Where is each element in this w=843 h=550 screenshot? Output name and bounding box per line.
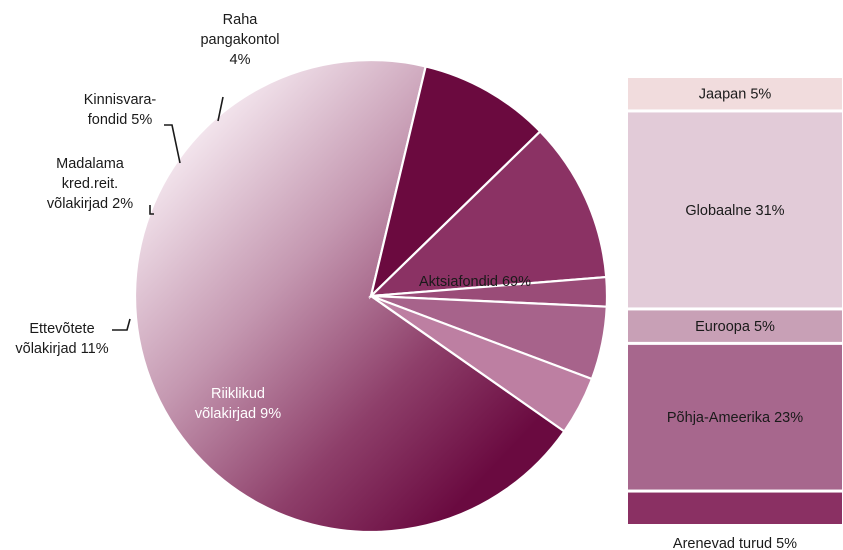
pie-label-5-line-2: 4% <box>230 52 251 68</box>
pie-slice-2 <box>368 129 608 298</box>
bar-label-0: Jaapan 5% <box>699 87 772 103</box>
leader-line-3 <box>149 205 154 215</box>
pie-labels: Aktsiafondid 69% Riiklikud võlakirjad 9% Et… <box>15 12 531 422</box>
pie-label-5-line-1: pangakontol <box>200 32 279 48</box>
pie-chart <box>133 58 609 534</box>
pie-label-0-line-0: Aktsiafondid 69% <box>419 274 531 290</box>
leader-line-5 <box>217 96 224 122</box>
bar-segment-1 <box>628 112 842 308</box>
pie-label-4-line-0: Kinnisvara- <box>84 92 157 108</box>
bar-label-2: Euroopa 5% <box>695 319 775 335</box>
pie-label-3-line-2: võlakirjad 2% <box>47 196 133 212</box>
pie-label-4-line-1: fondid 5% <box>88 112 153 128</box>
pie-label-1-line-0: Riiklikud <box>211 386 265 402</box>
pie-slice-5 <box>370 294 594 433</box>
pie-slice-1 <box>369 65 542 300</box>
bar-label-4: Arenevad turud 5% <box>673 536 797 550</box>
bar-label-1: Globaalne 31% <box>685 203 784 219</box>
pie-label-2-line-1: võlakirjad 11% <box>15 341 108 357</box>
bar-segment-4 <box>628 492 842 524</box>
bar-segment-2 <box>628 310 842 342</box>
pie-slice-0 <box>133 58 566 534</box>
stacked-bar: Jaapan 5% Globaalne 31% Euroopa 5% Põhja-Am… <box>628 78 842 550</box>
pie-label-3-line-1: kred.reit. <box>62 176 118 192</box>
leader-line-4 <box>164 124 181 164</box>
leader-line-2 <box>112 318 131 331</box>
bar-segment-3 <box>628 344 842 490</box>
bar-segment-0 <box>628 78 842 110</box>
pie-label-5-line-0: Raha <box>223 12 259 28</box>
bar-label-3: Põhja-Ameerika 23% <box>667 410 803 426</box>
pie-label-3-line-0: Madalama <box>56 156 125 172</box>
pie-label-1-line-1: võlakirjad 9% <box>195 406 281 422</box>
pie-label-2-line-0: Ettevõtete <box>29 321 94 337</box>
